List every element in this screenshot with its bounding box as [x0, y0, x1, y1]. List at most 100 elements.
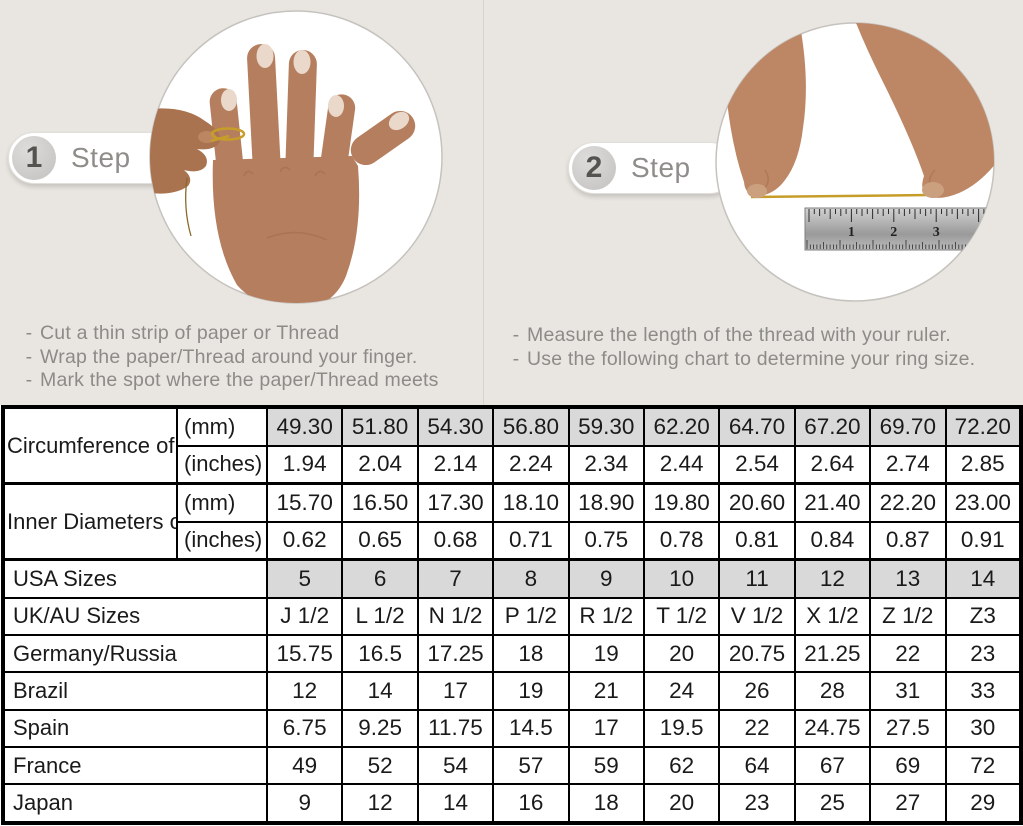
- chart-value-cell: 0.91: [944, 520, 1023, 561]
- chart-value-cell: 21.25: [793, 633, 872, 674]
- chart-value-cell: 0.84: [793, 520, 872, 561]
- size-chart-section: Circumference of Your Finger(mm)49.3051.…: [0, 405, 1023, 826]
- chart-value-cell: 72.20: [944, 406, 1023, 447]
- chart-value-cell: 16.5: [341, 633, 419, 674]
- chart-value-cell: 0.68: [416, 520, 495, 561]
- chart-value-cell: 2.34: [567, 444, 645, 485]
- chart-unit-label: (inches): [176, 520, 268, 561]
- bullet-dash: -: [25, 345, 33, 368]
- chart-value-cell: 19: [567, 633, 645, 674]
- chart-value-cell: 5: [265, 558, 344, 599]
- chart-value-cell: 20: [642, 633, 721, 674]
- chart-region-label: UK/AU Sizes: [2, 596, 268, 636]
- chart-value-cell: 14: [944, 558, 1023, 599]
- chart-value-cell: 62.20: [642, 406, 721, 447]
- chart-value-cell: 52: [341, 745, 419, 786]
- chart-row: Brazil 12 14 17 19 21 24 26 28 31 33: [2, 671, 1023, 711]
- chart-value-cell: J 1/2: [265, 596, 344, 636]
- chart-value-cell: 67.20: [793, 406, 872, 447]
- chart-value-cell: Z3: [944, 596, 1023, 636]
- chart-value-cell: 17: [416, 671, 495, 711]
- chart-value-cell: 1.94: [265, 444, 344, 485]
- chart-value-cell: 18: [492, 633, 570, 674]
- instruction-item: - Use the following chart to determine yo…: [505, 348, 1020, 372]
- chart-value-cell: 29: [944, 783, 1023, 824]
- chart-value-cell: 57: [492, 745, 570, 786]
- chart-value-cell: 27.5: [869, 708, 947, 748]
- chart-value-cell: 14: [416, 783, 495, 824]
- ruler-number: 2: [890, 225, 897, 240]
- step2-label: Step: [631, 152, 691, 183]
- chart-value-cell: 8: [492, 558, 570, 599]
- chart-value-cell: 62: [642, 745, 721, 786]
- chart-value-cell: 16: [492, 783, 570, 824]
- instruction-text: Cut a thin strip of paper or Thread: [40, 322, 340, 344]
- instruction-text: Measure the length of the thread with yo…: [527, 324, 951, 346]
- chart-value-cell: 64: [718, 745, 796, 786]
- chart-value-cell: V 1/2: [718, 596, 796, 636]
- chart-unit-label: (mm): [176, 406, 268, 447]
- chart-value-cell: 69: [869, 745, 947, 786]
- chart-value-cell: 19.80: [642, 482, 721, 523]
- chart-value-cell: 11.75: [416, 708, 495, 748]
- chart-value-cell: 18.10: [492, 482, 570, 523]
- step2-badge: 2 Step: [568, 142, 736, 194]
- chart-value-cell: 23: [944, 633, 1023, 674]
- chart-value-cell: 18.90: [567, 482, 645, 523]
- chart-value-cell: 59.30: [567, 406, 645, 447]
- instruction-item: - Wrap the paper/Thread around your finge…: [18, 346, 483, 370]
- chart-value-cell: 22: [869, 633, 947, 674]
- chart-region-label: France: [2, 745, 268, 786]
- step1-photo: [147, 8, 445, 306]
- chart-value-cell: 59: [567, 745, 645, 786]
- chart-value-cell: R 1/2: [567, 596, 645, 636]
- chart-value-cell: 23: [718, 783, 796, 824]
- ring-size-chart: Circumference of Your Finger(mm)49.3051.…: [1, 405, 1023, 825]
- chart-value-cell: 17.30: [416, 482, 495, 523]
- step2-number: 2: [572, 146, 616, 190]
- chart-row: (inches) 1.94 2.04 2.14 2.24 2.34 2.44 2.54 2.64…: [3, 444, 1023, 485]
- chart-value-cell: 20: [642, 783, 721, 824]
- chart-value-cell: 49.30: [265, 406, 344, 447]
- chart-value-cell: 67: [793, 745, 872, 786]
- chart-value-cell: 0.78: [642, 520, 721, 561]
- chart-region-label: Brazil: [2, 671, 268, 711]
- chart-value-cell: T 1/2: [642, 596, 721, 636]
- chart-value-cell: 14.5: [492, 708, 570, 748]
- chart-value-cell: 11: [718, 558, 796, 599]
- chart-value-cell: 24.75: [793, 708, 872, 748]
- chart-value-cell: 12: [341, 783, 419, 824]
- chart-value-cell: 19.5: [642, 708, 721, 748]
- chart-value-cell: 15.75: [265, 633, 344, 674]
- chart-value-cell: 26: [718, 671, 796, 711]
- chart-value-cell: 6.75: [265, 708, 344, 748]
- step1-number: 1: [12, 136, 56, 180]
- chart-value-cell: 9.25: [341, 708, 419, 748]
- chart-value-cell: N 1/2: [416, 596, 495, 636]
- chart-value-cell: 0.71: [492, 520, 570, 561]
- bullet-dash: -: [25, 369, 33, 391]
- chart-value-cell: 22: [718, 708, 796, 748]
- chart-region-label: USA Sizes: [2, 558, 268, 599]
- bullet-dash: -: [25, 322, 33, 344]
- chart-value-cell: 24: [642, 671, 721, 711]
- chart-group-label: Circumference of Your Finger: [2, 406, 178, 485]
- chart-value-cell: Z 1/2: [869, 596, 947, 636]
- chart-value-cell: 2.64: [793, 444, 872, 485]
- chart-value-cell: 9: [265, 783, 344, 824]
- chart-value-cell: 51.80: [341, 406, 419, 447]
- instruction-item: - Cut a thin strip of paper or Thread: [18, 322, 483, 346]
- chart-value-cell: 13: [869, 558, 947, 599]
- chart-value-cell: 17: [567, 708, 645, 748]
- step2-instructions: - Measure the length of the thread with y…: [505, 324, 1020, 371]
- chart-value-cell: 49: [265, 745, 344, 786]
- chart-value-cell: 15.70: [265, 482, 344, 523]
- chart-row: France 49 52 54 57 59 62 64 67 69 72: [2, 745, 1023, 786]
- chart-value-cell: 18: [567, 783, 645, 824]
- chart-value-cell: 0.62: [265, 520, 344, 561]
- chart-value-cell: 10: [642, 558, 721, 599]
- chart-unit-label: (mm): [176, 482, 268, 523]
- chart-value-cell: 21: [567, 671, 645, 711]
- instruction-item: - Mark the spot where the paper/Thread me…: [18, 369, 483, 393]
- chart-value-cell: 72: [944, 745, 1023, 786]
